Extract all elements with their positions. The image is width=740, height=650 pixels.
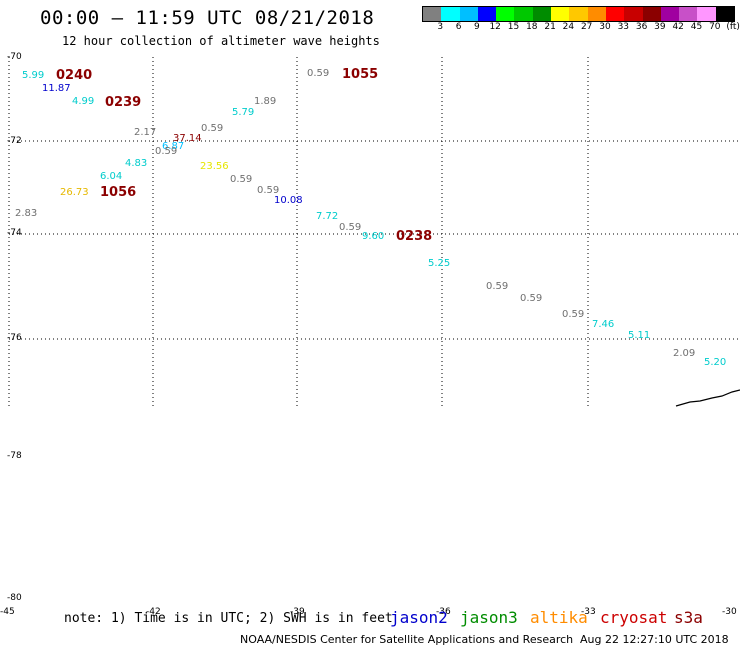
legend-swatch: [715, 7, 735, 21]
legend-swatch: [441, 7, 460, 21]
wave-height-value: 0.59: [486, 281, 509, 292]
satellite-legend-item: cryosat: [600, 608, 668, 627]
wave-height-value: 0.59: [562, 309, 585, 320]
wave-height-value: 5.11: [628, 330, 651, 341]
wave-height-value: 0.59: [307, 68, 330, 79]
legend-label: 39: [654, 22, 666, 32]
wave-height-value: 5.20: [704, 357, 727, 368]
map-title: 00:00 – 11:59 UTC 08/21/2018: [40, 7, 375, 29]
legend-swatch: [477, 7, 497, 21]
legend-swatch: [532, 7, 552, 21]
pass-label: 0240: [56, 68, 93, 83]
lat-label: -74: [7, 228, 22, 238]
wave-height-value: 0.59: [520, 293, 543, 304]
wave-height-value: 0.59: [339, 222, 362, 233]
wave-height-value: 1.89: [254, 96, 277, 107]
pass-label: 0239: [105, 95, 142, 110]
legend-swatch: [697, 7, 716, 21]
pass-label: 0238: [396, 229, 433, 244]
legend-label: 9: [474, 22, 480, 32]
wave-height-value: 4.83: [125, 158, 148, 169]
wave-height-value: 23.56: [200, 161, 229, 172]
legend-label: 30: [599, 22, 611, 32]
timestamp-text: Aug 22 12:27:10 UTC 2018: [580, 633, 729, 646]
legend-label: 21: [544, 22, 556, 32]
legend-label: 15: [507, 22, 520, 32]
lon-label: -30: [722, 607, 737, 617]
legend-label: 6: [455, 22, 462, 32]
legend-swatch: [642, 7, 661, 21]
wave-height-value: 0.59: [230, 174, 253, 185]
wave-height-value: 0.59: [257, 185, 280, 196]
pass-label: 1055: [342, 67, 379, 82]
wave-height-value: 2.17: [134, 127, 157, 138]
color-scale-legend: [422, 6, 736, 22]
wave-height-value: 26.73: [60, 187, 89, 198]
lon-label: -33: [581, 607, 596, 617]
legend-swatch: [514, 7, 533, 21]
legend-swatch: [624, 7, 643, 21]
credit-text: NOAA/NESDIS Center for Satellite Applica…: [240, 633, 574, 646]
satellite-legend-item: altika: [530, 608, 588, 627]
wave-height-value: 11.87: [42, 83, 71, 94]
legend-swatch: [551, 7, 570, 21]
lon-label: -45: [0, 607, 15, 617]
wave-height-value: 5.99: [22, 70, 45, 81]
map-subtitle: 12 hour collection of altimeter wave hei…: [62, 34, 380, 48]
lon-label: -39: [290, 607, 305, 617]
pass-label: 1056: [100, 185, 137, 200]
wave-height-value: 6.04: [100, 171, 123, 182]
wave-height-value: 7.46: [592, 319, 615, 330]
lat-label: -78: [7, 451, 22, 461]
legend-label: (ft): [726, 22, 740, 32]
satellite-legend-item: jason2: [390, 608, 448, 627]
legend-label: 33: [617, 22, 630, 32]
lat-label: -80: [7, 593, 22, 603]
legend-label: 45: [690, 22, 703, 32]
wave-height-value: 0.59: [155, 146, 178, 157]
color-scale-labels: 3 6 9 12 15 18 21 24 27 30 33 36 39 42 45 70 (ft): [422, 22, 740, 34]
wave-height-value: 6.87: [162, 141, 185, 152]
lon-label: -42: [146, 607, 161, 617]
legend-swatch: [569, 7, 588, 21]
wave-height-value: 37.14: [173, 133, 202, 144]
wave-height-value: 0.59: [201, 123, 224, 134]
wave-height-value: 5.79: [232, 107, 255, 118]
wave-height-value: 7.72: [316, 211, 339, 222]
lat-label: -72: [7, 136, 22, 146]
legend-label: 36: [635, 22, 648, 32]
legend-label: 24: [562, 22, 575, 32]
wave-height-value: 2.09: [673, 348, 696, 359]
lat-label: -76: [7, 333, 22, 343]
legend-swatch: [423, 7, 442, 21]
legend-swatch: [459, 7, 478, 21]
lon-label: -36: [436, 607, 451, 617]
lat-label: -70: [7, 52, 22, 62]
legend-label: 27: [580, 22, 593, 32]
legend-label: 70: [709, 22, 721, 32]
legend-label: 42: [672, 22, 684, 32]
satellite-legend-item: s3a: [674, 608, 703, 627]
legend-swatch: [679, 7, 698, 21]
wave-height-value: 5.25: [428, 258, 451, 269]
wave-height-value: 10.08: [274, 195, 303, 206]
satellite-legend-item: jason3: [460, 608, 518, 627]
legend-label: 12: [489, 22, 501, 32]
legend-swatch: [587, 7, 606, 21]
legend-swatch: [660, 7, 680, 21]
wave-height-value: 2.83: [15, 208, 38, 219]
wave-height-value: 4.99: [72, 96, 95, 107]
legend-swatch: [605, 7, 625, 21]
wave-height-value: 9.60: [362, 231, 385, 242]
legend-swatch: [496, 7, 515, 21]
legend-label: 3: [437, 22, 444, 32]
legend-label: 18: [526, 22, 538, 32]
coastline: [675, 389, 740, 407]
footer-note: note: 1) Time is in UTC; 2) SWH is in fe…: [64, 611, 393, 626]
